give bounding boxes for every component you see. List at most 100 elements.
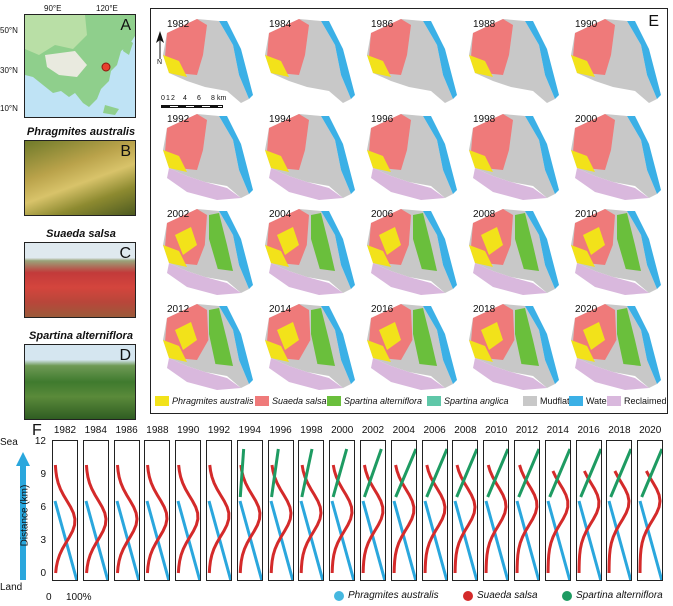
vegetation-map-panel: E 1982 1984 1986 1988 1990 1992 1994 1996 1998 20… [150,8,668,414]
profile-curves [176,464,201,580]
map-1990 [565,15,665,110]
scale-unit: km [217,95,227,102]
legend-item: Reclaimed [607,396,667,406]
legend-label: Suaeda salsa [272,396,327,406]
sea-label: Sea [0,437,18,448]
suaeda-curve [207,464,231,574]
spartina-curve [362,448,383,498]
legend-swatch [523,396,537,406]
profile-1982 [52,440,78,581]
profile-2010 [483,440,510,581]
spartina-curve [640,448,663,498]
legend-swatch [327,396,341,406]
profile-1996 [267,440,294,581]
profile-2012 [514,440,540,581]
profile-2014 [544,440,571,581]
profile-curves [484,448,509,580]
phragmites-curve [269,500,293,580]
phragmites-curve [299,500,324,580]
suaeda-curve [515,464,539,574]
profile-year-label: 2014 [546,425,569,436]
legend-item: Phragmites australis [155,396,254,406]
map-year-label: 1986 [371,19,394,30]
legend-label: Mudflat [540,396,570,406]
caption-phragmites: Phragmites australis [26,126,136,138]
suaeda-curve [330,464,354,574]
lat-label-30: 30°N [0,66,18,75]
panel-letter-e: E [648,13,659,30]
map-graphic-1998 [469,114,559,200]
map-graphic-2020 [571,304,661,390]
scale-tick: 1 [166,95,170,102]
spartina-curve [486,448,509,498]
phragmites-curve [453,500,478,580]
map-year-label: 1994 [269,114,292,125]
legend-item: Spartina anglica [427,396,509,406]
profile-year-label: 2018 [608,425,631,436]
spartina-curve [548,448,570,498]
profile-year-label: 1986 [115,425,138,436]
map-year-label: 1996 [371,114,394,125]
map-year-label: 2018 [473,304,496,315]
study-site-marker [101,62,111,72]
panel-letter-b: B [120,143,131,160]
map-graphic-2008 [469,209,559,295]
map-graphic-1986 [367,19,457,103]
profile-1984 [82,440,109,581]
y-tick: 9 [40,469,46,480]
suaeda-curve [115,464,139,574]
profile-1986 [113,440,140,581]
map-graphic-1990 [571,19,661,103]
map-1982 [157,15,257,110]
scale-tick: 6 [197,95,201,102]
map-1988 [463,15,563,110]
map-graphic-2006 [367,209,457,295]
panel-letter-a: A [120,17,131,34]
profile-1994 [236,440,263,581]
profile-2000 [329,440,356,581]
map-year-label: 2016 [371,304,394,315]
profile-2008 [452,440,479,581]
legend-swatch [607,396,621,406]
profile-curves [453,448,478,580]
legend-swatch [255,396,269,406]
profile-curves [423,448,447,580]
spartina-curve [331,448,349,498]
profile-year-label: 1990 [177,425,200,436]
profile-curves [145,464,170,580]
profile-curves [207,464,231,580]
map-graphic-1982 [163,19,253,103]
profile-year-label: 2020 [639,425,662,436]
scale-tick: 8 [211,95,215,102]
map-graphic-2012 [163,304,253,390]
map-year-label: 2012 [167,304,190,315]
phragmites-curve [361,500,385,580]
profile-year-label: 1992 [207,425,231,436]
profile-curves [84,464,108,580]
map-2014 [259,300,359,395]
profile-curves [577,448,601,580]
map-year-label: 1998 [473,114,496,125]
profile-1988 [144,440,171,581]
map-1986 [361,15,461,110]
profile-year-label: 1996 [269,425,292,436]
map-1998 [463,110,563,205]
map-graphic-2018 [469,304,559,390]
map-2020 [565,300,665,395]
legend-dot [562,590,572,601]
lat-label-50: 50°N [0,26,18,35]
phragmites-curve [515,500,539,580]
legend-label: Spartina alterniflora [344,396,423,406]
legend-label: Reclaimed [624,396,667,406]
profile-year-label: 2008 [454,425,477,436]
profile-year-label: 2004 [392,425,415,436]
profile-year-label: 1994 [238,425,261,436]
location-map: A [24,14,136,118]
spartina-curve [424,448,447,498]
map-graphic-2014 [265,304,355,390]
spartina-curve [269,448,280,498]
phragmites-curve [238,500,262,580]
suaeda-curve [238,464,262,574]
legend-label: Phragmites australis [172,396,254,406]
spartina-curve [394,448,416,498]
